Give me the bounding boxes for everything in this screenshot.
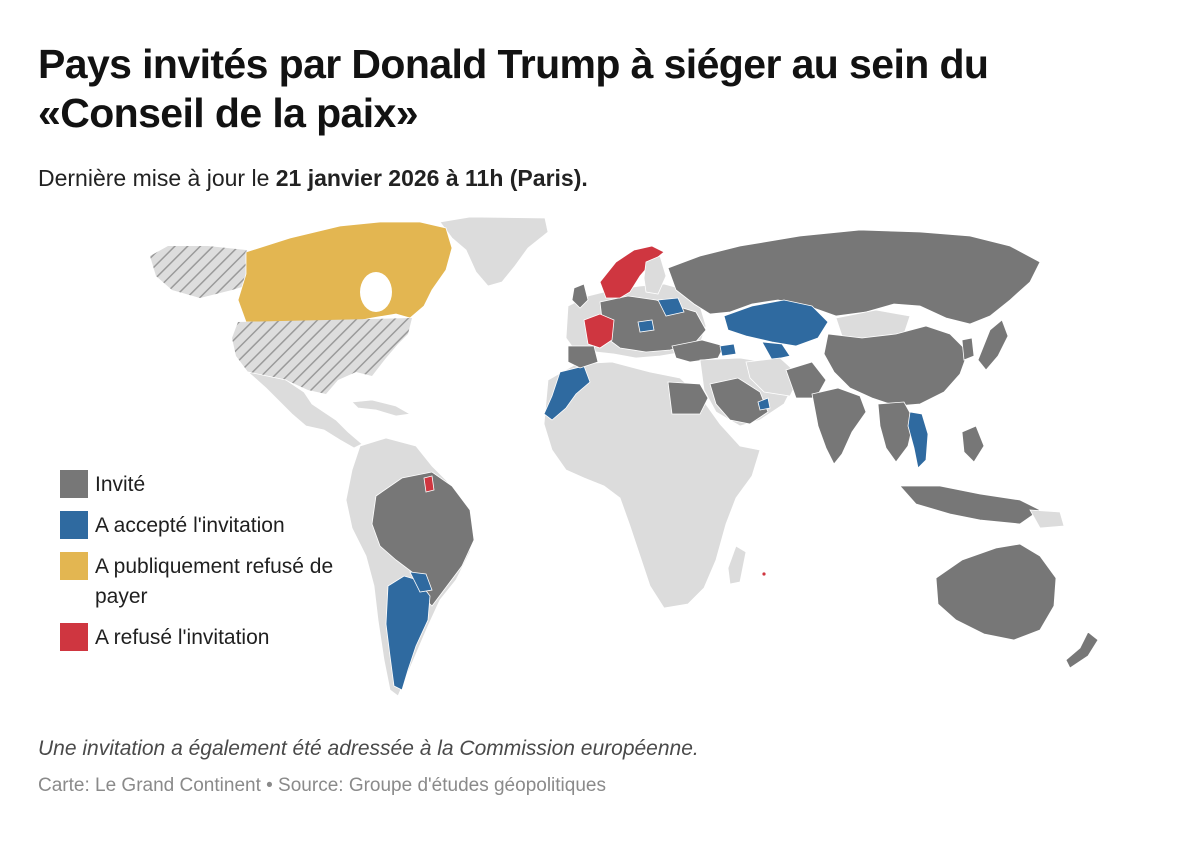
legend-swatch-refused-to-pay <box>60 552 88 580</box>
region-pakistan <box>785 361 827 399</box>
region-africa <box>543 361 761 609</box>
region-greenland <box>439 216 549 287</box>
region-caucasus <box>719 343 737 357</box>
region-china <box>823 325 969 407</box>
hudson-bay <box>360 272 392 312</box>
region-belarus <box>657 297 685 317</box>
region-usa <box>232 318 412 394</box>
region-egypt <box>667 381 709 415</box>
region-uae <box>757 397 771 411</box>
region-kazakhstan <box>723 299 829 347</box>
region-alaska <box>150 246 258 298</box>
legend-label-invited: Invité <box>95 473 146 496</box>
region-japan <box>977 319 1009 371</box>
last-update-date: 21 janvier 2026 à 11h (Paris). <box>275 165 588 191</box>
region-new-zealand <box>1065 631 1099 669</box>
legend-label-refused-to-pay: A publiquement refusé de payer <box>95 555 334 608</box>
region-korea <box>961 337 975 361</box>
region-southeast-asia <box>877 401 915 463</box>
legend-swatch-invited <box>60 470 88 498</box>
legend-item-refused-to-pay: A publiquement refusé de payer <box>60 552 360 612</box>
region-finland <box>643 255 667 295</box>
legend-item-invited: Invité <box>60 470 360 500</box>
region-caribbean <box>351 399 412 417</box>
region-iberia <box>567 345 599 369</box>
map-title: Pays invités par Donald Trump à siéger a… <box>38 41 989 136</box>
legend-item-accepted: A accepté l'invitation <box>60 511 360 541</box>
region-papua <box>1029 509 1065 529</box>
region-indonesia <box>899 485 1041 525</box>
last-update-prefix: Dernière mise à jour le <box>38 165 276 191</box>
region-france <box>583 313 615 349</box>
region-philippines <box>961 425 985 463</box>
region-paraguay <box>409 571 433 593</box>
map-legend: Invité A accepté l'invitation A publique… <box>60 470 360 664</box>
region-uzbekistan <box>761 341 791 361</box>
region-french-guiana <box>423 475 435 493</box>
region-brazil <box>371 471 475 607</box>
region-mauritius <box>761 571 767 577</box>
legend-item-refused: A refusé l'invitation <box>60 623 360 653</box>
region-india <box>811 387 867 465</box>
region-vietnam <box>907 411 929 469</box>
world-map <box>150 216 1099 697</box>
region-canada <box>237 221 453 323</box>
region-saudi-arabia <box>709 377 769 425</box>
region-russia <box>667 229 1041 325</box>
region-morocco <box>543 365 591 421</box>
legend-swatch-refused <box>60 623 88 651</box>
region-madagascar <box>727 545 747 585</box>
last-update: Dernière mise à jour le 21 janvier 2026 … <box>38 162 588 194</box>
region-turkey <box>671 339 725 363</box>
region-mexico-central-america <box>246 371 363 449</box>
legend-label-accepted: A accepté l'invitation <box>95 514 285 537</box>
legend-label-refused: A refusé l'invitation <box>95 626 270 649</box>
source-credit: Carte: Le Grand Continent • Source: Grou… <box>38 775 606 796</box>
legend-swatch-accepted <box>60 511 88 539</box>
region-iran <box>745 357 801 397</box>
region-australia <box>935 543 1057 641</box>
region-uk <box>571 283 589 309</box>
region-hungary <box>637 319 655 333</box>
footnote: Une invitation a également été adressée … <box>38 737 699 760</box>
